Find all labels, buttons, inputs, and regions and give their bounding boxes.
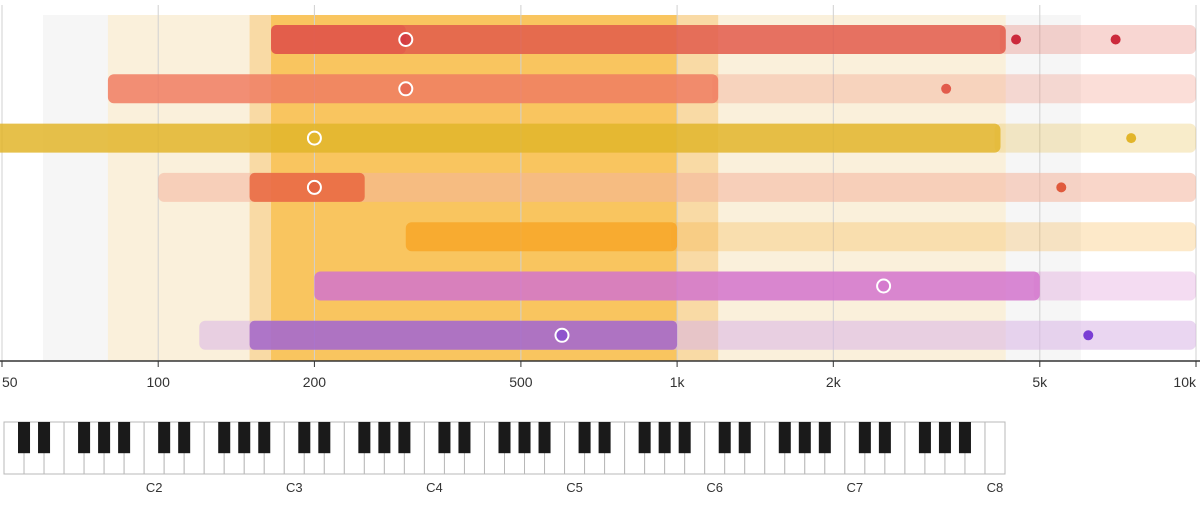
black-key-28 xyxy=(798,422,811,454)
octave-label-c3: C3 xyxy=(286,480,303,495)
black-key-31 xyxy=(878,422,891,454)
x-tick-label-0: 50 xyxy=(2,374,18,390)
fundamental-marker-1 xyxy=(398,81,414,97)
core-bar-0 xyxy=(271,25,406,54)
black-key-33 xyxy=(938,422,951,454)
black-key-1 xyxy=(38,422,51,454)
instrument-row-5 xyxy=(314,271,1196,301)
piano-keyboard: C2 C3 C4 C5 C6 C7 C8 xyxy=(3,421,1006,495)
harmonic-dot-0-0 xyxy=(1011,34,1022,45)
x-tick-label-7: 10k xyxy=(1173,374,1197,390)
overtone-bar-2 xyxy=(994,123,1196,153)
black-key-32 xyxy=(918,422,931,454)
harmonic-dot-6-0 xyxy=(1083,330,1094,341)
black-key-17 xyxy=(498,422,511,454)
overtone-bar-5 xyxy=(1033,271,1196,301)
instrument-row-4 xyxy=(405,222,1196,252)
x-tick-label-6: 5k xyxy=(1032,374,1048,390)
range-bar-3 xyxy=(158,172,1197,202)
black-key-14 xyxy=(398,422,411,454)
overtone-bar-1 xyxy=(712,74,1196,104)
harmonic-dot-3-0 xyxy=(1056,182,1067,193)
black-key-3 xyxy=(98,422,111,454)
range-bar-0 xyxy=(271,25,1006,54)
harmonic-dot-2-0 xyxy=(1126,133,1137,144)
octave-label-c7: C7 xyxy=(847,480,864,495)
black-key-6 xyxy=(178,422,191,454)
harmonic-dot-0-1 xyxy=(1110,34,1121,45)
black-key-5 xyxy=(158,422,171,454)
instrument-row-0 xyxy=(271,25,1196,54)
fundamental-marker-3 xyxy=(306,179,322,195)
octave-label-c8: C8 xyxy=(987,480,1004,495)
black-key-25 xyxy=(718,422,731,454)
overtone-bar-0 xyxy=(999,25,1196,54)
x-tick-label-1: 100 xyxy=(147,374,171,390)
black-key-11 xyxy=(318,422,331,454)
core-bar-6 xyxy=(249,320,678,350)
black-key-10 xyxy=(298,422,311,454)
x-tick-label-2: 200 xyxy=(303,374,327,390)
instrument-row-6 xyxy=(199,320,1196,350)
octave-label-c2: C2 xyxy=(146,480,163,495)
black-key-30 xyxy=(858,422,871,454)
black-key-9 xyxy=(258,422,271,454)
instrument-rows xyxy=(0,25,1197,350)
black-key-12 xyxy=(358,422,371,454)
black-key-15 xyxy=(438,422,451,454)
octave-label-c4: C4 xyxy=(426,480,443,495)
black-key-26 xyxy=(738,422,751,454)
x-tick-label-5: 2k xyxy=(826,374,842,390)
black-key-22 xyxy=(638,422,651,454)
black-key-27 xyxy=(778,422,791,454)
overtone-bar-4 xyxy=(671,222,1196,252)
black-key-7 xyxy=(218,422,231,454)
fundamental-marker-2 xyxy=(306,130,322,146)
range-bar-2 xyxy=(0,123,1001,153)
white-key-49 xyxy=(984,421,1006,475)
black-key-23 xyxy=(658,422,671,454)
black-key-34 xyxy=(958,422,971,454)
black-key-0 xyxy=(18,422,31,454)
harmonic-dot-1-0 xyxy=(941,83,952,94)
x-tick-label-3: 500 xyxy=(509,374,533,390)
x-tick-label-4: 1k xyxy=(670,374,686,390)
black-key-20 xyxy=(578,422,591,454)
black-key-24 xyxy=(678,422,691,454)
fundamental-marker-6 xyxy=(554,327,570,343)
black-key-4 xyxy=(118,422,131,454)
fundamental-marker-0 xyxy=(398,32,414,47)
instrument-row-1 xyxy=(107,74,1196,104)
range-bar-4 xyxy=(405,222,678,252)
x-axis: 50 100 200 500 1k 2k 5k 10k xyxy=(0,360,1200,390)
black-key-16 xyxy=(458,422,471,454)
octave-label-c6: C6 xyxy=(706,480,723,495)
fundamental-marker-5 xyxy=(876,278,892,294)
black-key-29 xyxy=(818,422,831,454)
instrument-row-2 xyxy=(0,123,1196,153)
black-key-13 xyxy=(378,422,391,454)
black-key-8 xyxy=(238,422,251,454)
black-key-2 xyxy=(78,422,91,454)
black-key-18 xyxy=(518,422,531,454)
black-key-21 xyxy=(598,422,611,454)
black-key-19 xyxy=(538,422,551,454)
range-band-0 xyxy=(43,15,108,361)
instrument-row-3 xyxy=(158,172,1197,202)
range-bar-5 xyxy=(314,271,1040,301)
octave-label-c5: C5 xyxy=(566,480,583,495)
